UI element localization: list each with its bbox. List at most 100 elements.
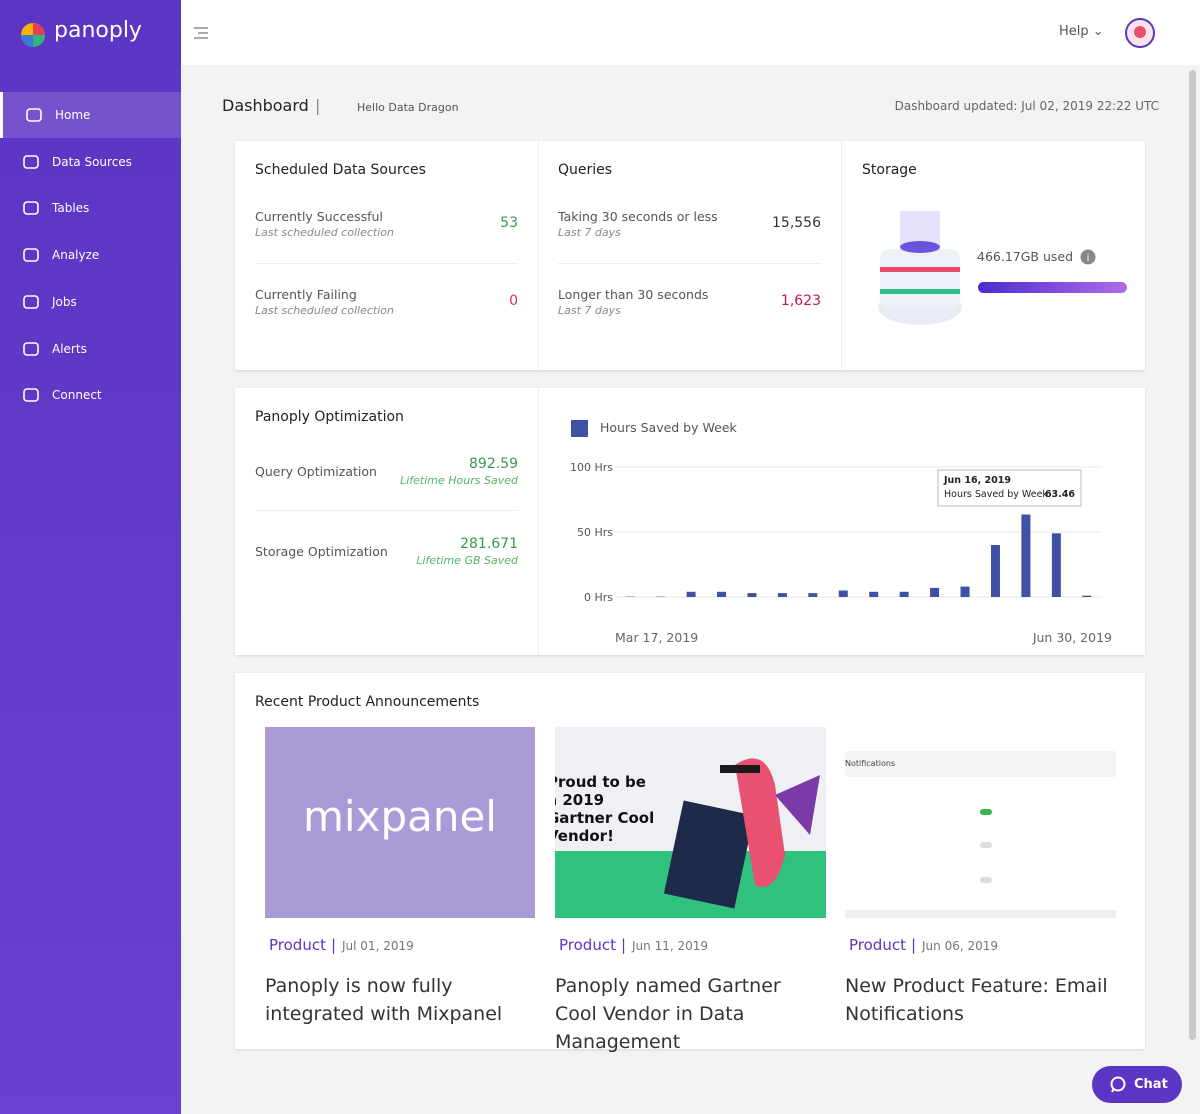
announcement-title[interactable]: New Product Feature: Email Notifications xyxy=(845,975,1108,1025)
stat-value: 53 xyxy=(500,215,518,231)
nav-item[interactable]: Alerts xyxy=(0,326,181,372)
avatar[interactable] xyxy=(1125,18,1155,48)
nav-label: Jobs xyxy=(52,294,77,309)
stat-label: Currently Failing xyxy=(255,287,357,302)
card-title: Storage xyxy=(862,162,917,178)
logo-text: panoply xyxy=(54,18,142,43)
card-title: Panoply Optimization xyxy=(255,409,404,425)
y-tick-label: 100 Hrs xyxy=(570,461,613,474)
opt-sub: Lifetime GB Saved xyxy=(416,554,518,567)
y-tick-label: 50 Hrs xyxy=(577,526,613,539)
page-title: Dashboard xyxy=(222,96,309,115)
bar xyxy=(930,587,940,597)
help-menu[interactable]: Help ⌄ xyxy=(1059,24,1104,39)
nav-label: Analyze xyxy=(52,248,100,263)
divider: | xyxy=(621,936,627,954)
opt-value: 892.59 xyxy=(469,456,518,472)
legend-swatch xyxy=(571,420,588,437)
nav-label: Data Sources xyxy=(52,154,132,169)
bar xyxy=(777,593,787,597)
bar xyxy=(717,591,727,597)
image-text: Proud to be a 2019 Gartner Cool Vendor! xyxy=(555,773,655,845)
nav-item[interactable]: Data Sources xyxy=(0,139,181,185)
divider: | xyxy=(315,96,321,115)
info-icon[interactable]: i xyxy=(1080,249,1096,265)
storage-illustration xyxy=(878,211,962,325)
storage-used: 466.17GB used xyxy=(977,249,1074,264)
opt-sub: Lifetime Hours Saved xyxy=(400,474,518,487)
logo-icon xyxy=(21,23,45,47)
date: Jul 01, 2019 xyxy=(342,939,414,953)
stat-label: Currently Successful xyxy=(255,209,383,224)
stat-label: Taking 30 seconds or less xyxy=(558,209,718,224)
bar xyxy=(838,590,848,597)
tooltip-box xyxy=(937,469,1082,507)
image-text: mixpanel xyxy=(303,792,497,841)
stat-label: Longer than 30 seconds xyxy=(558,287,709,302)
nav-item[interactable]: Jobs xyxy=(0,279,181,325)
stat-value: 15,556 xyxy=(772,215,821,231)
nav-label: Home xyxy=(55,108,91,122)
card-title: Queries xyxy=(558,162,613,178)
stat-sub: Last scheduled collection xyxy=(255,304,394,317)
bar xyxy=(869,591,879,597)
bar xyxy=(960,586,970,597)
nav-item[interactable]: Tables xyxy=(0,185,181,231)
x-tick-label: Jun 30, 2019 xyxy=(1032,630,1112,645)
y-tick-label: 0 Hrs xyxy=(584,591,613,604)
bar xyxy=(808,593,818,597)
nav-item[interactable]: Analyze xyxy=(0,232,181,278)
stat-sub: Last 7 days xyxy=(558,226,621,239)
announcement-title[interactable]: Panoply is now fully integrated with Mix… xyxy=(265,975,503,1025)
tooltip-label: Hours Saved by Week: xyxy=(944,489,1051,500)
announcement-image[interactable]: mixpanel xyxy=(265,727,535,918)
stat-value: 0 xyxy=(509,293,518,309)
chat-label: Chat xyxy=(1134,1077,1168,1092)
breadcrumb[interactable]: Hello Data Dragon xyxy=(357,101,459,114)
sidebar: panoply Home Data Sources Tables Analyze Job… xyxy=(0,0,181,1114)
stat-sub: Last scheduled collection xyxy=(255,226,394,239)
date: Jun 11, 2019 xyxy=(632,939,709,953)
divider: | xyxy=(911,936,917,954)
nav-item[interactable]: Connect xyxy=(0,372,181,418)
chat-button[interactable]: Chat xyxy=(1092,1066,1182,1103)
opt-value: 281.671 xyxy=(460,536,518,552)
tooltip-value: 63.46 xyxy=(1045,489,1075,500)
optimization-card: Panoply Optimization Query Optimization 8… xyxy=(235,388,1145,655)
stat-sub: Last 7 days xyxy=(558,304,621,317)
nav-label: Connect xyxy=(52,388,102,403)
announcement-image[interactable]: Notifications xyxy=(845,727,1116,918)
nav-label: Tables xyxy=(52,201,90,216)
announcement-title[interactable]: Panoply named Gartner Cool Vendor in Dat… xyxy=(555,975,781,1053)
bar xyxy=(899,591,909,597)
bar xyxy=(747,593,757,597)
nav-item[interactable]: Home xyxy=(0,92,181,138)
bar xyxy=(1051,533,1061,597)
opt-label: Query Optimization xyxy=(255,464,377,479)
bar xyxy=(1021,514,1031,597)
nav-label: Alerts xyxy=(52,341,87,356)
image-text: Notifications xyxy=(845,751,1116,777)
bar xyxy=(686,591,696,597)
stats-card: Scheduled Data Sources Queries Storage 4… xyxy=(235,141,1145,370)
date: Jun 06, 2019 xyxy=(922,939,999,953)
tag[interactable]: Product xyxy=(269,936,326,954)
tag[interactable]: Product xyxy=(559,936,616,954)
announcement-image[interactable]: Proud to be a 2019 Gartner Cool Vendor! xyxy=(555,727,826,918)
legend-label: Hours Saved by Week xyxy=(600,420,737,435)
opt-label: Storage Optimization xyxy=(255,544,388,559)
updated: Dashboard updated: Jul 02, 2019 22:22 UT… xyxy=(894,99,1159,113)
scrollbar[interactable] xyxy=(1189,70,1196,1040)
card-title: Scheduled Data Sources xyxy=(255,162,426,178)
announcements-card: Recent Product Announcements mixpanel Pr… xyxy=(235,673,1145,1053)
tag[interactable]: Product xyxy=(849,936,906,954)
help-text: Help xyxy=(1059,24,1089,39)
bar xyxy=(1082,595,1092,597)
svg-text:i: i xyxy=(1087,253,1090,264)
card-title: Recent Product Announcements xyxy=(255,694,480,710)
stat-value: 1,623 xyxy=(780,293,821,309)
bar xyxy=(990,545,1000,597)
tooltip-date: Jun 16, 2019 xyxy=(943,475,1011,486)
menu-toggle[interactable] xyxy=(193,26,209,40)
